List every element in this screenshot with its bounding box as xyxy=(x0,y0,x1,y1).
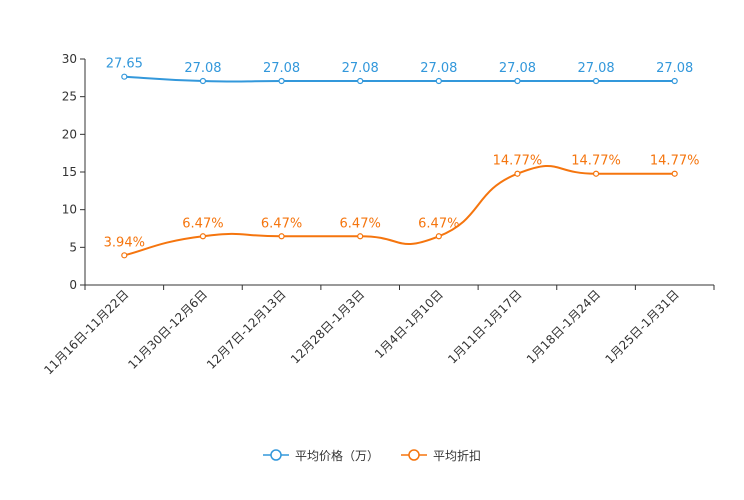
data-point xyxy=(514,77,521,85)
data-point xyxy=(278,77,285,85)
x-tick-label: 1月25日-1月31日 xyxy=(603,287,682,366)
x-tick-label: 1月4日-1月10日 xyxy=(372,287,446,361)
series-line-2 xyxy=(124,164,675,257)
y-tick-label: 10 xyxy=(62,203,77,217)
x-tick-label: 11月16日-11月22日 xyxy=(41,287,131,377)
data-label: 27.08 xyxy=(342,61,379,76)
legend: 平均价格（万） 平均折扣 xyxy=(0,444,744,466)
y-tick-label: 0 xyxy=(69,278,77,292)
data-label: 6.47% xyxy=(418,216,459,231)
y-tick-label: 15 xyxy=(62,165,77,179)
x-tick-label: 1月18日-1月24日 xyxy=(524,287,603,366)
legend-line-circle-icon xyxy=(262,449,289,461)
data-label: 27.08 xyxy=(263,61,300,76)
data-label: 14.77% xyxy=(571,154,621,169)
data-point xyxy=(357,233,364,240)
data-label: 27.65 xyxy=(106,57,143,72)
data-label: 14.77% xyxy=(650,154,700,169)
data-label: 27.08 xyxy=(656,61,693,76)
data-point xyxy=(357,77,364,85)
legend-item-average-price[interactable]: 平均价格（万） xyxy=(262,447,379,464)
data-point xyxy=(671,77,678,85)
data-point xyxy=(671,170,678,177)
x-tick-label: 11月30日-12月6日 xyxy=(125,287,210,372)
data-label: 14.77% xyxy=(493,154,543,169)
data-label: 27.08 xyxy=(184,61,221,76)
y-tick-label: 25 xyxy=(62,90,77,104)
data-point xyxy=(592,170,600,177)
data-point xyxy=(278,233,285,240)
legend-label-average-price: 平均价格（万） xyxy=(294,448,379,463)
y-tick-label: 5 xyxy=(69,240,77,254)
data-label: 27.08 xyxy=(499,61,536,76)
data-label: 27.08 xyxy=(420,61,457,76)
data-point xyxy=(199,77,207,85)
y-tick-label: 20 xyxy=(62,127,77,141)
data-label: 27.08 xyxy=(577,61,614,76)
legend-item-average-discount[interactable]: 平均折扣 xyxy=(401,447,481,464)
data-point xyxy=(199,233,207,240)
data-point xyxy=(435,77,442,85)
x-tick-label: 12月28日-1月3日 xyxy=(288,287,367,366)
data-label: 6.47% xyxy=(182,216,223,231)
legend-label-average-discount: 平均折扣 xyxy=(433,448,482,463)
data-point xyxy=(592,77,600,85)
x-tick-label: 12月7日-12月13日 xyxy=(204,287,289,372)
data-point xyxy=(514,170,521,177)
series-line-1 xyxy=(124,75,675,83)
data-label: 6.47% xyxy=(340,216,381,231)
data-point xyxy=(121,252,128,259)
data-label: 3.94% xyxy=(104,235,145,250)
data-point xyxy=(435,233,442,240)
x-tick-label: 1月11日-1月17日 xyxy=(445,287,524,366)
legend-line-circle-icon xyxy=(401,449,427,461)
data-point xyxy=(121,73,128,80)
data-label: 6.47% xyxy=(261,216,302,231)
y-tick-label: 30 xyxy=(62,52,77,66)
